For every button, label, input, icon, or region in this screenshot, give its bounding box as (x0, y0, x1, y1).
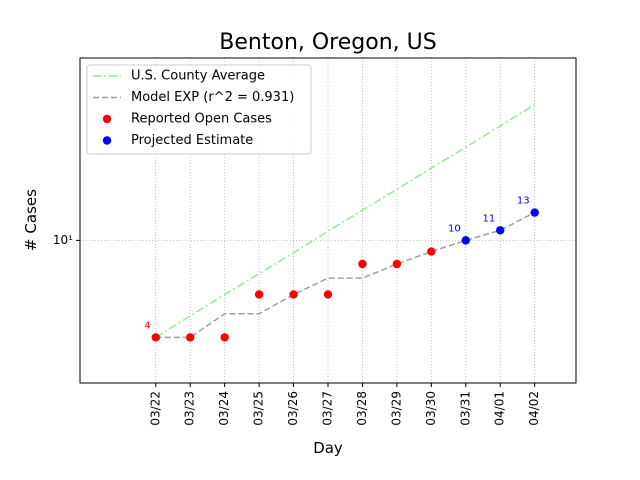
legend-label: Projected Estimate (131, 133, 253, 148)
x-tick-label: 04/01 (493, 391, 507, 426)
x-axis-label: Day (313, 439, 343, 457)
y-tick-label: 10¹ (53, 233, 73, 247)
x-tick-label: 04/02 (527, 391, 541, 426)
point (392, 259, 402, 269)
chart-title: Benton, Oregon, US (219, 30, 436, 55)
point (530, 208, 539, 217)
value-label: 10 (448, 223, 461, 234)
point (496, 226, 505, 235)
legend-label: Reported Open Cases (131, 112, 272, 127)
line (155, 211, 536, 339)
value-label: 11 (482, 213, 495, 224)
point (186, 333, 195, 342)
x-tick-label: 03/28 (355, 391, 369, 426)
line (155, 104, 536, 339)
point (461, 236, 470, 245)
legend-marker (102, 136, 112, 145)
point (427, 247, 436, 256)
x-tick-label: 03/31 (458, 391, 472, 426)
point (254, 290, 264, 299)
x-tick-label: 03/30 (424, 391, 438, 426)
legend: U.S. County Average Model EXP (r^2 = 0.93… (86, 64, 312, 155)
x-tick-label: 03/24 (217, 391, 231, 426)
legend-label: Model EXP (r^2 = 0.931) (131, 90, 294, 105)
point (323, 290, 333, 299)
plot-frame (79, 57, 577, 384)
value-label: 13 (517, 196, 530, 207)
point (220, 333, 229, 342)
x-tick-label: 03/27 (321, 391, 335, 426)
point (151, 333, 160, 342)
legend-marker (102, 114, 112, 124)
x-tick-label: 03/26 (286, 391, 300, 426)
x-tick-label: 03/29 (389, 391, 403, 426)
x-tick-label: 03/25 (252, 391, 266, 426)
point (289, 290, 298, 299)
value-label: 4 (144, 320, 150, 331)
x-tick-label: 03/22 (148, 391, 162, 426)
legend-label: U.S. County Average (131, 69, 265, 84)
y-axis-label: # Cases (22, 189, 40, 251)
point (358, 259, 367, 269)
legend-box (86, 64, 312, 155)
x-tick-label: 03/23 (183, 391, 197, 426)
